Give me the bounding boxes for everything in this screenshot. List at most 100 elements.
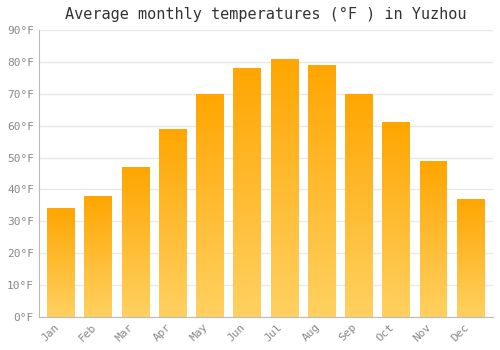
Bar <box>196 194 224 198</box>
Bar <box>196 216 224 220</box>
Bar <box>420 244 448 246</box>
Bar <box>345 142 373 146</box>
Bar <box>159 185 187 188</box>
Bar <box>270 59 298 63</box>
Bar <box>196 284 224 287</box>
Bar <box>122 192 150 195</box>
Bar <box>122 289 150 292</box>
Bar <box>270 123 298 127</box>
Bar <box>122 182 150 184</box>
Bar <box>234 180 262 184</box>
Bar <box>234 242 262 246</box>
Bar <box>84 196 112 198</box>
Bar <box>308 145 336 149</box>
Bar <box>196 135 224 138</box>
Bar <box>345 108 373 112</box>
Bar <box>159 157 187 160</box>
Bar <box>308 212 336 216</box>
Bar <box>345 124 373 127</box>
Bar <box>47 262 75 265</box>
Bar <box>84 311 112 313</box>
Bar <box>457 258 484 260</box>
Bar <box>345 243 373 246</box>
Bar <box>382 310 410 314</box>
Bar <box>159 210 187 214</box>
Bar <box>345 176 373 179</box>
Bar <box>270 235 298 239</box>
Bar <box>234 246 262 251</box>
Bar <box>308 120 336 124</box>
Bar <box>420 241 448 244</box>
Bar <box>84 234 112 236</box>
Bar <box>122 270 150 272</box>
Bar <box>308 90 336 94</box>
Bar <box>382 288 410 291</box>
Bar <box>47 265 75 266</box>
Bar <box>457 275 484 278</box>
Bar <box>420 280 448 283</box>
Bar <box>457 305 484 307</box>
Bar <box>457 242 484 244</box>
Bar <box>47 306 75 308</box>
Bar <box>345 98 373 101</box>
Bar <box>308 158 336 162</box>
Bar <box>47 282 75 284</box>
Bar <box>122 307 150 309</box>
Bar <box>382 177 410 181</box>
Bar <box>234 197 262 201</box>
Bar <box>159 267 187 270</box>
Bar <box>345 228 373 231</box>
Bar <box>308 300 336 304</box>
Bar <box>122 294 150 297</box>
Bar <box>47 212 75 214</box>
Bar <box>234 139 262 143</box>
Bar <box>84 280 112 282</box>
Bar <box>122 257 150 259</box>
Bar <box>382 294 410 298</box>
Bar <box>84 272 112 274</box>
Bar <box>457 291 484 293</box>
Bar <box>47 237 75 239</box>
Bar <box>84 230 112 232</box>
Bar <box>84 202 112 204</box>
Bar <box>122 172 150 175</box>
Bar <box>47 279 75 281</box>
Bar <box>382 174 410 177</box>
Bar <box>234 251 262 255</box>
Bar <box>159 198 187 201</box>
Bar <box>196 261 224 265</box>
Bar <box>457 218 484 220</box>
Bar <box>382 233 410 236</box>
Bar <box>159 264 187 267</box>
Bar <box>420 239 448 241</box>
Bar <box>345 239 373 243</box>
Bar <box>122 215 150 217</box>
Bar <box>47 308 75 310</box>
Bar <box>159 132 187 135</box>
Bar <box>420 202 448 205</box>
Bar <box>84 210 112 212</box>
Bar <box>47 270 75 272</box>
Bar <box>159 245 187 248</box>
Bar <box>308 132 336 137</box>
Bar <box>420 182 448 184</box>
Bar <box>159 241 187 245</box>
Bar <box>457 293 484 295</box>
Bar <box>47 266 75 268</box>
Bar <box>420 200 448 202</box>
Bar <box>122 195 150 197</box>
Bar <box>47 226 75 228</box>
Bar <box>308 99 336 103</box>
Bar <box>345 272 373 276</box>
Bar <box>308 250 336 254</box>
Bar <box>234 259 262 263</box>
Bar <box>234 234 262 238</box>
Bar <box>345 198 373 202</box>
Bar <box>84 222 112 224</box>
Bar <box>234 267 262 271</box>
Bar <box>420 301 448 304</box>
Bar <box>270 110 298 115</box>
Bar <box>84 268 112 271</box>
Bar <box>420 195 448 197</box>
Bar <box>47 304 75 306</box>
